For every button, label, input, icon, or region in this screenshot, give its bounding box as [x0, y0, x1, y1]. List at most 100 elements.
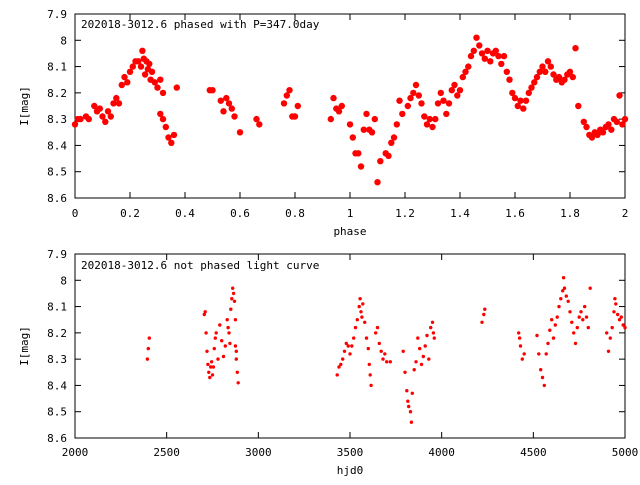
data-point — [139, 47, 146, 54]
data-point — [539, 368, 543, 372]
data-point — [583, 123, 590, 131]
data-point — [548, 328, 552, 332]
data-point — [228, 105, 235, 112]
data-point — [528, 84, 535, 91]
data-point — [209, 360, 214, 364]
data-point — [403, 370, 407, 374]
data-point — [405, 389, 409, 393]
data-point — [393, 121, 400, 128]
data-point — [404, 102, 411, 110]
data-point — [388, 139, 395, 146]
data-point — [209, 87, 216, 94]
data-point — [437, 89, 444, 97]
data-point — [547, 63, 554, 70]
y-tick-label: 8.3 — [47, 113, 67, 126]
data-point — [432, 336, 436, 340]
data-point — [412, 368, 416, 372]
data-point — [566, 68, 574, 76]
data-point — [573, 341, 578, 346]
data-point — [96, 105, 104, 112]
data-point — [218, 323, 222, 327]
data-point — [207, 370, 211, 374]
data-point — [566, 299, 570, 303]
data-point — [173, 84, 180, 91]
data-point — [147, 336, 151, 340]
data-point — [102, 118, 109, 126]
data-point — [358, 297, 362, 301]
data-point — [617, 318, 622, 322]
data-point — [408, 410, 413, 414]
y-tick-label: 8.1 — [47, 301, 67, 314]
data-point — [346, 344, 350, 348]
x-tick-label: 3500 — [337, 446, 364, 459]
data-point — [606, 349, 611, 353]
y-tick-label: 8 — [60, 34, 67, 47]
data-point — [487, 58, 494, 65]
data-point — [416, 336, 420, 340]
data-point — [230, 297, 234, 301]
data-point — [146, 60, 153, 68]
chart-title: 202018-3012.6 not phased light curve — [81, 259, 319, 272]
data-point — [533, 73, 541, 81]
data-point — [280, 100, 288, 107]
data-point — [357, 163, 365, 170]
data-point — [71, 121, 79, 128]
data-point — [419, 362, 424, 367]
data-point — [535, 333, 539, 338]
x-tick-label: 1 — [347, 207, 354, 220]
data-point — [517, 331, 521, 335]
data-point — [610, 325, 614, 330]
data-point — [616, 92, 623, 99]
data-point — [225, 100, 233, 107]
data-point — [443, 110, 450, 118]
data-point — [126, 68, 134, 76]
data-point — [429, 325, 433, 330]
y-tick-label: 8.2 — [47, 87, 67, 100]
data-point — [335, 108, 343, 115]
data-point — [338, 102, 345, 110]
data-point — [236, 381, 240, 385]
data-point — [342, 349, 347, 353]
data-point — [568, 310, 572, 314]
data-point — [374, 331, 378, 335]
data-point — [509, 89, 516, 97]
data-point — [294, 102, 301, 110]
data-point — [410, 391, 414, 395]
data-point — [434, 100, 442, 107]
data-point — [440, 97, 447, 104]
chart-title: 202018-3012.6 phased with P=347.0day — [81, 18, 320, 31]
x-tick-label: 3000 — [245, 446, 272, 459]
data-point — [364, 336, 369, 340]
data-point — [146, 346, 150, 351]
data-point — [430, 320, 435, 324]
y-tick-label: 8.1 — [47, 61, 67, 74]
data-point — [520, 105, 527, 112]
chart-panel-0: 0 0.2 0.4 0.6 0.8 1 1.2 1.4 1.6 1.8 2 7.9 8 8.1 8.2 8.3… — [18, 8, 628, 238]
data-point — [409, 420, 414, 424]
data-point — [357, 304, 361, 309]
data-point — [355, 318, 359, 322]
data-point — [588, 286, 592, 290]
data-point — [511, 94, 519, 102]
data-point — [425, 333, 429, 338]
data-point — [539, 63, 546, 70]
data-point — [129, 63, 136, 70]
data-point — [159, 89, 167, 97]
data-point — [546, 341, 550, 346]
data-point — [360, 315, 364, 319]
data-point — [154, 84, 161, 91]
data-point — [623, 325, 627, 330]
data-point — [426, 115, 433, 123]
y-tick-label: 8 — [60, 274, 67, 287]
data-point — [235, 370, 239, 374]
data-point — [330, 94, 337, 102]
data-point — [583, 304, 587, 309]
data-point — [170, 131, 178, 139]
data-point — [383, 352, 387, 356]
data-point — [110, 100, 117, 107]
data-point — [555, 315, 559, 319]
data-point — [525, 89, 532, 97]
x-tick-label: 0 — [72, 207, 79, 220]
data-point — [456, 87, 464, 94]
data-point — [467, 52, 475, 60]
